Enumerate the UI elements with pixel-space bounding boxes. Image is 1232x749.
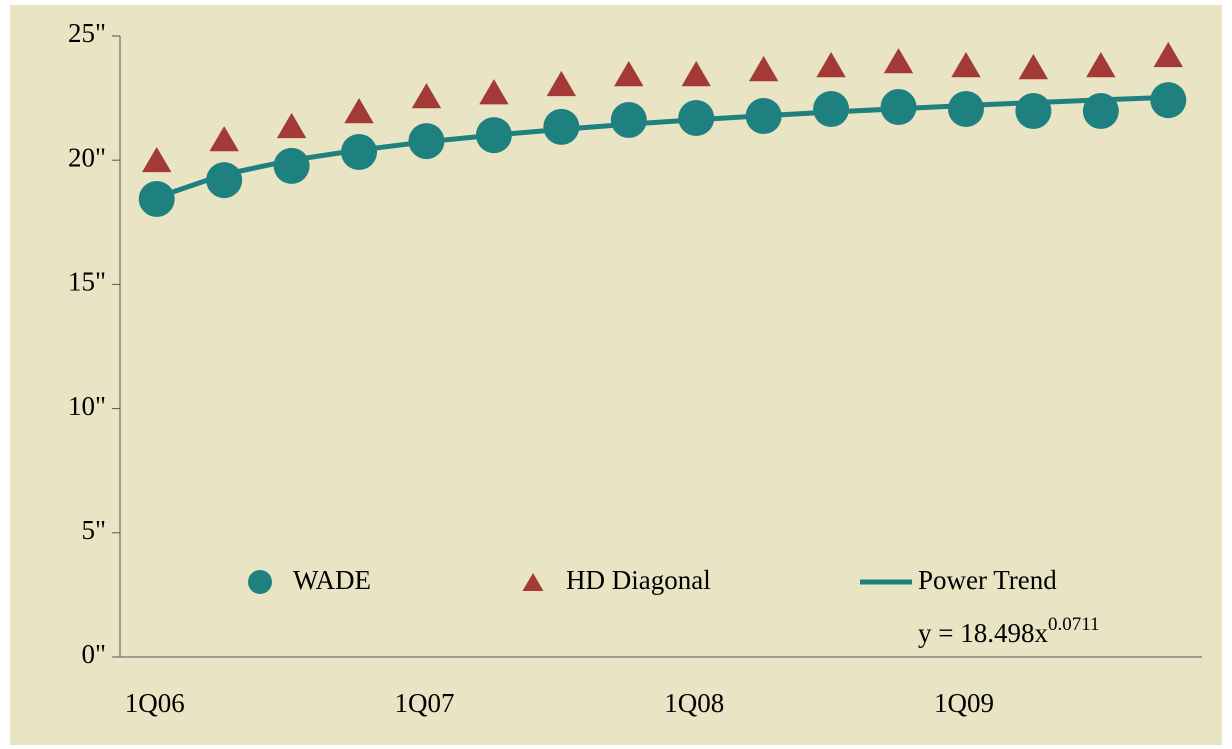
hd-point: [883, 48, 914, 74]
hd-point: [681, 60, 711, 87]
y-tick-label: 20": [68, 142, 106, 172]
y-tick-label: 5": [81, 515, 106, 545]
wade-point: [543, 108, 580, 145]
trend-equation: y = 18.498x0.0711: [918, 614, 1100, 648]
wade-point: [273, 147, 310, 184]
legend-label: Power Trend: [918, 565, 1057, 595]
hd-point: [142, 146, 172, 173]
y-tick-label: 25": [68, 18, 106, 48]
wade-point: [947, 91, 984, 128]
hd-point: [479, 79, 509, 105]
hd-point: [1018, 54, 1049, 80]
wade-point: [610, 101, 647, 138]
y-tick-label: 10": [68, 391, 106, 421]
equation-exponent: 0.0711: [1048, 614, 1100, 635]
wade-point: [341, 134, 378, 171]
hd-point: [748, 56, 779, 82]
hd-point: [1086, 52, 1116, 78]
hd-point: [276, 112, 307, 139]
x-tick-label: 1Q07: [394, 688, 454, 718]
hd-point: [951, 52, 981, 78]
x-tick-label: 1Q08: [664, 688, 724, 718]
hd-point: [816, 52, 846, 78]
wade-point: [1150, 82, 1187, 119]
wade-point: [1015, 93, 1052, 130]
wade-point: [138, 180, 175, 217]
wade-point: [678, 99, 715, 136]
hd-point: [344, 98, 374, 124]
legend-label: WADE: [293, 565, 371, 595]
legend-label: HD Diagonal: [566, 565, 711, 595]
wade-point: [813, 91, 850, 128]
wade-point: [1082, 93, 1119, 130]
hd-point: [411, 83, 442, 109]
hd-point: [209, 126, 239, 152]
wade-point: [745, 97, 782, 134]
legend-swatch: [522, 573, 544, 591]
trend-line: [155, 94, 1169, 200]
wade-point: [408, 123, 445, 160]
wade-point: [880, 89, 917, 126]
y-tick-label: 0": [81, 639, 106, 669]
x-tick-label: 1Q09: [934, 688, 994, 718]
wade-point: [475, 117, 512, 154]
y-tick-label: 15": [68, 267, 106, 297]
x-tick-label: 1Q06: [125, 688, 185, 718]
legend-swatch: [248, 570, 272, 594]
hd-point: [614, 60, 644, 87]
equation-text: y = 18.498x: [918, 618, 1048, 648]
hd-point: [1153, 41, 1183, 68]
hd-point: [546, 70, 577, 97]
wade-point: [206, 162, 243, 199]
